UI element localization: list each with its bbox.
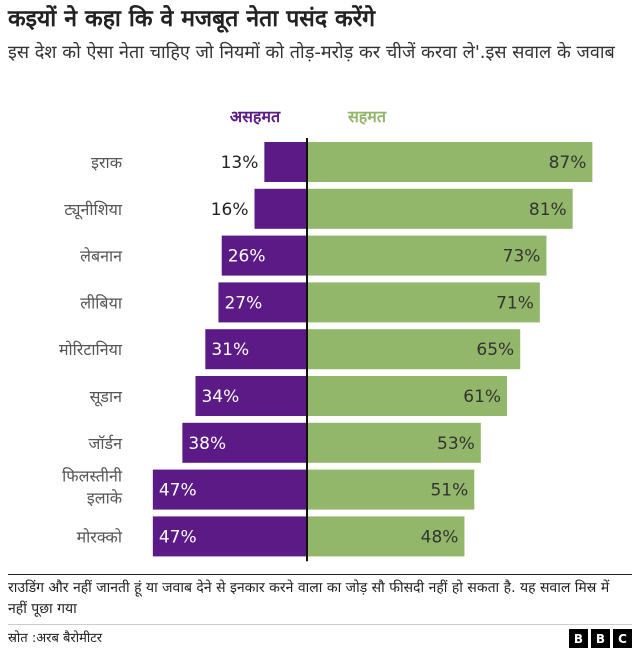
bar-agree <box>307 516 465 557</box>
bar-disagree <box>182 422 307 463</box>
label-agree: 71% <box>496 293 534 313</box>
bar-agree <box>307 282 540 323</box>
label-agree: 48% <box>421 527 459 547</box>
logo-letter: B <box>591 629 610 648</box>
label-disagree: 31% <box>211 340 249 360</box>
label-disagree: 13% <box>221 153 259 173</box>
logo-letter: B <box>569 629 588 648</box>
label-disagree: 47% <box>159 481 197 501</box>
bar-agree <box>307 235 547 276</box>
bar-disagree <box>205 329 307 370</box>
bar-agree <box>307 188 573 229</box>
label-disagree: 38% <box>188 434 226 454</box>
category-label: ट्यूनीशिया <box>64 200 123 220</box>
chart-subtitle: इस देश को ऐसा नेता चाहिए जो नियमों को तो… <box>8 42 615 63</box>
source-text: स्रोत :अरब बैरोमीटर <box>8 631 103 646</box>
source-divider <box>8 624 632 625</box>
category-label: मोरिटानिया <box>59 340 123 359</box>
legend-disagree: असहमत <box>230 107 281 126</box>
category-label: जॉर्डन <box>89 434 124 453</box>
logo-letter: C <box>613 629 632 648</box>
label-agree: 61% <box>463 387 501 407</box>
label-disagree: 16% <box>211 200 249 220</box>
label-agree: 51% <box>430 481 468 501</box>
category-label: फिलस्तीनी इलाके <box>62 467 123 508</box>
bar-agree <box>307 469 475 510</box>
bar-agree <box>307 376 508 416</box>
category-label: मोरक्को <box>77 527 123 546</box>
diverging-bar-chart: असहमत सहमत 13% 87% इराक 16% 81% ट्यूनीशिया 26% 73… <box>59 107 593 562</box>
label-agree: 81% <box>529 200 567 220</box>
bar-agree <box>307 329 521 370</box>
bar-disagree <box>264 142 307 182</box>
label-agree: 87% <box>549 153 587 173</box>
bar-disagree <box>254 188 307 229</box>
bar-agree <box>307 142 593 182</box>
category-label: लेबनान <box>80 247 123 266</box>
bar-disagree <box>152 469 307 510</box>
label-disagree: 27% <box>224 293 262 313</box>
label-agree: 73% <box>503 247 541 267</box>
category-label: लीबिया <box>80 293 123 312</box>
bar-disagree <box>152 516 307 557</box>
category-label: इराक <box>91 153 123 172</box>
label-disagree: 26% <box>228 247 266 267</box>
footer-divider <box>8 574 632 575</box>
label-disagree: 34% <box>201 387 239 407</box>
label-agree: 65% <box>476 340 514 360</box>
bar-agree <box>307 422 481 463</box>
bar-disagree <box>218 282 307 323</box>
label-disagree: 47% <box>159 527 197 547</box>
chart-title: कइयों ने कहा कि वे मजबूत नेता पसंद करेंग… <box>8 6 376 32</box>
bar-disagree <box>221 235 307 276</box>
footnote: राउडिंग और नहीं जानती हूं या जवाब देने स… <box>8 580 610 617</box>
category-label: सूडान <box>90 387 124 407</box>
bar-disagree <box>195 376 307 416</box>
legend-agree: सहमत <box>347 107 387 126</box>
label-agree: 53% <box>437 434 475 454</box>
bbc-logo: B B C <box>569 629 632 648</box>
